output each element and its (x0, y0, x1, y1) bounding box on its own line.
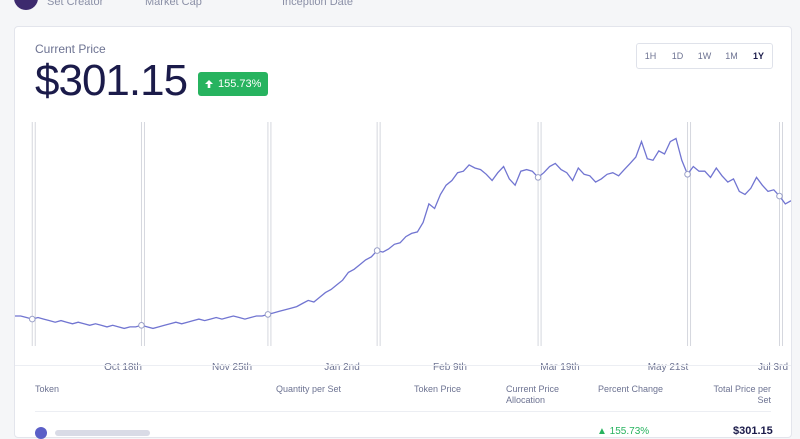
inception-date-label: Inception Date (282, 0, 353, 8)
event-marker-point[interactable] (534, 174, 542, 181)
set-creator-avatar (14, 0, 38, 10)
event-marker-point[interactable] (138, 322, 145, 329)
x-tick-label: Jan 2nd (324, 362, 360, 372)
price-chart-card: Current Price $301.15 155.73% 1H 1D 1W 1… (14, 26, 792, 439)
col-token: Token (35, 384, 60, 394)
price-change-value: 155.73% (218, 78, 262, 90)
range-1d-button[interactable]: 1D (671, 51, 684, 61)
header-strip: Set Creator Market Cap Inception Date (0, 0, 800, 22)
range-1w-button[interactable]: 1W (697, 51, 712, 61)
x-tick-label: Mar 19th (540, 362, 579, 372)
table-divider (35, 411, 771, 412)
range-1m-button[interactable]: 1M (725, 51, 738, 61)
arrow-up-icon (205, 80, 213, 88)
col-percent-change: Percent Change (598, 384, 664, 394)
col-token-price: Token Price (414, 384, 462, 394)
x-tick-label: May 21st (648, 362, 689, 372)
col-quantity-per-set: Quantity per Set (276, 384, 342, 394)
event-marker-point[interactable] (684, 170, 691, 178)
token-icon (35, 427, 47, 439)
col-current-price-allocation: Current Price Allocation (506, 384, 560, 405)
price-series-line (15, 137, 791, 330)
price-line-chart[interactable]: Oct 18th Nov 25th Jan 2nd Feb 9th Mar 19th Ma… (15, 122, 791, 372)
range-1y-button[interactable]: 1Y (752, 51, 764, 61)
x-tick-label: Feb 9th (433, 362, 467, 372)
token-name-placeholder (55, 430, 150, 436)
row-total-price: $301.15 (733, 425, 773, 437)
event-marker-point[interactable] (373, 247, 381, 254)
row-percent-change: ▲ 155.73% (597, 426, 650, 437)
current-price-value: $301.15 (35, 56, 188, 105)
col-total-price-per-set: Total Price per Set (713, 384, 771, 405)
event-marker-point[interactable] (28, 315, 36, 323)
set-creator-label: Set Creator (47, 0, 104, 8)
token-table-header: Token Quantity per Set Token Price Curre… (15, 365, 791, 418)
event-marker-point[interactable] (264, 311, 272, 318)
current-price-caption: Current Price (35, 42, 106, 56)
market-cap-label: Market Cap (145, 0, 202, 8)
price-change-badge: 155.73% (198, 72, 269, 96)
event-marker-point[interactable] (776, 192, 783, 200)
x-tick-label: Oct 18th (104, 362, 142, 372)
range-1h-button[interactable]: 1H (644, 51, 657, 61)
x-tick-label: Jul 3rd (758, 362, 788, 372)
x-tick-label: Nov 25th (212, 362, 252, 372)
time-range-selector: 1H 1D 1W 1M 1Y (636, 43, 773, 69)
